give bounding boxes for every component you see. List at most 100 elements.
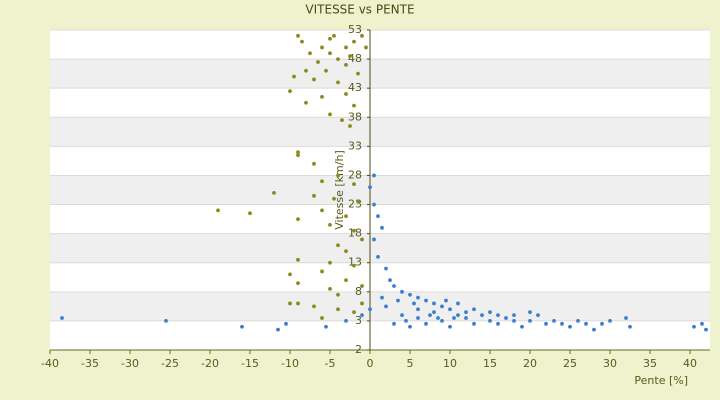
point <box>480 313 484 317</box>
point <box>288 272 292 277</box>
point <box>528 310 532 315</box>
point <box>332 33 336 38</box>
y-tick-label: 38 <box>348 110 362 123</box>
point <box>624 316 628 320</box>
point <box>304 68 308 73</box>
point <box>432 301 436 306</box>
point <box>336 80 340 85</box>
point <box>344 319 348 323</box>
x-tick-label: -15 <box>241 357 259 370</box>
point <box>328 112 332 117</box>
y-tick-label: 8 <box>355 285 362 298</box>
x-tick-label: -20 <box>201 357 219 370</box>
x-tick-label: -5 <box>325 357 336 370</box>
point <box>344 92 348 96</box>
point <box>600 321 604 326</box>
point <box>296 217 300 221</box>
point <box>352 310 356 315</box>
point <box>336 173 340 178</box>
point <box>324 68 328 73</box>
point <box>336 243 340 248</box>
point <box>376 214 380 219</box>
point <box>428 313 432 317</box>
grid-band <box>50 291 710 321</box>
point <box>308 51 312 56</box>
point <box>344 214 348 219</box>
point <box>536 313 540 317</box>
point <box>488 310 492 315</box>
point <box>528 319 532 323</box>
point <box>296 33 300 38</box>
point <box>448 307 452 312</box>
point <box>512 319 516 323</box>
point <box>432 310 436 315</box>
x-tick-label: 20 <box>523 357 537 370</box>
point <box>368 307 372 312</box>
point <box>60 316 64 320</box>
point <box>344 45 348 50</box>
point <box>368 185 372 189</box>
point <box>408 292 412 297</box>
point <box>504 316 508 320</box>
point <box>520 324 524 329</box>
point <box>296 153 300 157</box>
point <box>608 319 612 323</box>
point <box>408 324 412 329</box>
point <box>348 54 352 59</box>
point <box>320 316 324 320</box>
point <box>360 313 364 317</box>
point <box>336 292 340 297</box>
point <box>300 39 304 44</box>
x-tick-label: -25 <box>161 357 179 370</box>
point <box>372 173 376 178</box>
point <box>380 225 384 230</box>
point <box>552 319 556 323</box>
point <box>452 316 456 320</box>
point <box>316 60 320 64</box>
point <box>288 89 292 93</box>
point <box>584 321 588 326</box>
point <box>312 304 316 309</box>
point <box>384 304 388 309</box>
point <box>380 295 384 300</box>
point <box>412 301 416 306</box>
y-tick-label: 48 <box>348 52 362 65</box>
point <box>400 313 404 317</box>
point <box>332 196 336 201</box>
grid-band <box>50 175 710 205</box>
point <box>700 321 704 326</box>
point <box>488 319 492 323</box>
point <box>240 324 244 329</box>
point <box>544 321 548 326</box>
point <box>328 36 332 41</box>
point <box>444 298 448 303</box>
point <box>416 295 420 300</box>
y-tick-label: 53 <box>348 23 362 36</box>
x-tick-label: 40 <box>683 357 697 370</box>
grid-band <box>50 233 710 263</box>
point <box>296 301 300 306</box>
y-tick-label: 13 <box>348 256 362 269</box>
point <box>356 199 360 204</box>
point <box>348 124 352 128</box>
point <box>388 278 392 283</box>
point <box>352 263 356 268</box>
point <box>360 301 364 306</box>
point <box>440 304 444 309</box>
point <box>352 228 356 233</box>
x-axis-label: Pente [%] <box>634 374 688 387</box>
point <box>416 307 420 312</box>
point <box>592 327 596 332</box>
grid-band <box>50 117 710 147</box>
point <box>164 319 168 323</box>
y-axis-label: Vitesse [km/h] <box>333 150 346 230</box>
point <box>344 63 348 67</box>
point <box>424 321 428 326</box>
point <box>372 202 376 207</box>
point <box>436 316 440 320</box>
point <box>512 313 516 317</box>
point <box>344 278 348 283</box>
y-tick-label: 18 <box>348 227 362 240</box>
point <box>372 237 376 242</box>
